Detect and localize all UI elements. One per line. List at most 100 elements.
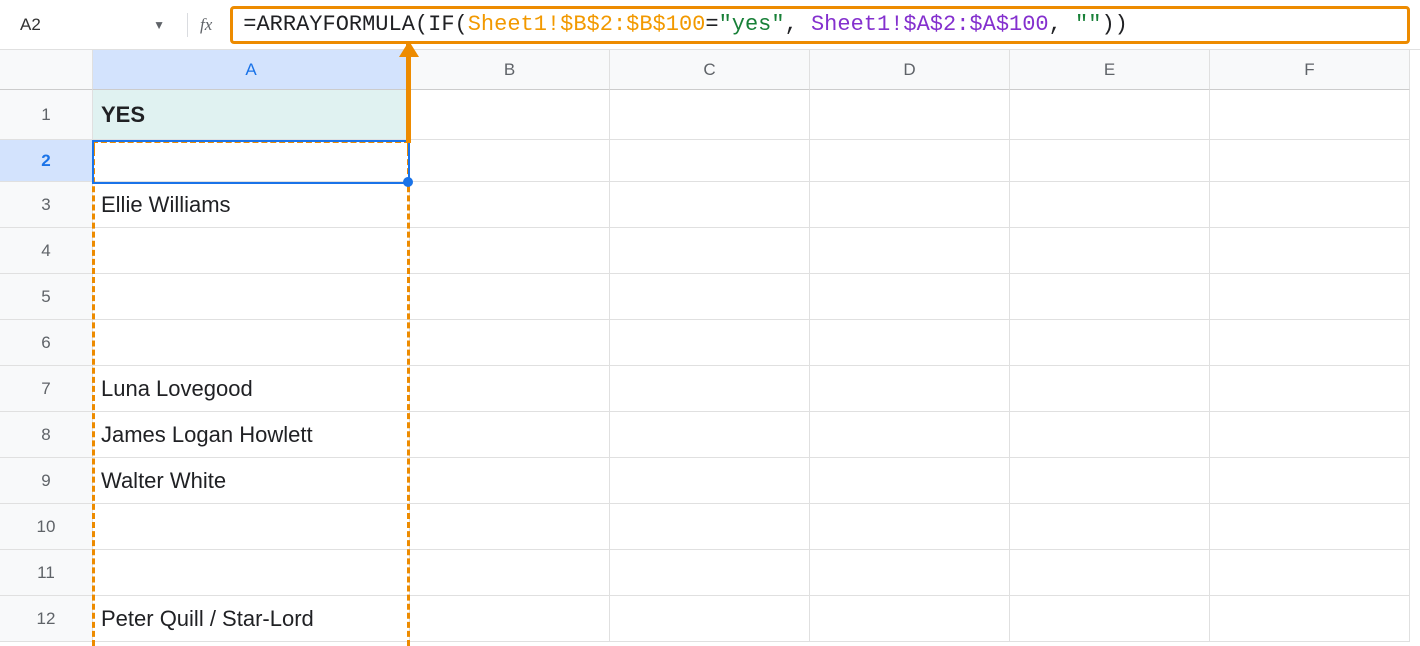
cell-c3[interactable] <box>610 182 810 228</box>
formula-input[interactable]: =ARRAYFORMULA(IF(Sheet1!$B$2:$B$100="yes… <box>230 6 1410 44</box>
cell-c2[interactable] <box>610 140 810 182</box>
formula-bar: A2 ▼ fx =ARRAYFORMULA(IF(Sheet1!$B$2:$B$… <box>0 0 1420 50</box>
cell-d6[interactable] <box>810 320 1010 366</box>
name-box-value: A2 <box>20 15 41 35</box>
divider <box>187 13 188 37</box>
cell-d9[interactable] <box>810 458 1010 504</box>
cell-b6[interactable] <box>410 320 610 366</box>
cell-c4[interactable] <box>610 228 810 274</box>
cell-f6[interactable] <box>1210 320 1410 366</box>
cell-d10[interactable] <box>810 504 1010 550</box>
cell-f10[interactable] <box>1210 504 1410 550</box>
spreadsheet-grid: ABCDEF 1YES23Ellie Williams4567Luna Love… <box>0 50 1420 646</box>
cell-f1[interactable] <box>1210 90 1410 140</box>
cell-c11[interactable] <box>610 550 810 596</box>
cell-b12[interactable] <box>410 596 610 642</box>
row-header-9[interactable]: 9 <box>0 458 93 504</box>
cell-e5[interactable] <box>1010 274 1210 320</box>
cell-a6[interactable] <box>93 320 410 366</box>
column-header-c[interactable]: C <box>610 50 810 90</box>
cell-d12[interactable] <box>810 596 1010 642</box>
cell-d2[interactable] <box>810 140 1010 182</box>
cell-d4[interactable] <box>810 228 1010 274</box>
row-header-4[interactable]: 4 <box>0 228 93 274</box>
cell-f12[interactable] <box>1210 596 1410 642</box>
cell-a3[interactable]: Ellie Williams <box>93 182 410 228</box>
cell-d1[interactable] <box>810 90 1010 140</box>
cell-f2[interactable] <box>1210 140 1410 182</box>
row-header-11[interactable]: 11 <box>0 550 93 596</box>
cell-d11[interactable] <box>810 550 1010 596</box>
cell-e10[interactable] <box>1010 504 1210 550</box>
cell-e7[interactable] <box>1010 366 1210 412</box>
cell-a9[interactable]: Walter White <box>93 458 410 504</box>
cell-b1[interactable] <box>410 90 610 140</box>
cell-d8[interactable] <box>810 412 1010 458</box>
column-header-a[interactable]: A <box>93 50 410 90</box>
cell-f5[interactable] <box>1210 274 1410 320</box>
cell-d5[interactable] <box>810 274 1010 320</box>
cell-d7[interactable] <box>810 366 1010 412</box>
cell-c10[interactable] <box>610 504 810 550</box>
cell-e12[interactable] <box>1010 596 1210 642</box>
cell-a8[interactable]: James Logan Howlett <box>93 412 410 458</box>
cell-c6[interactable] <box>610 320 810 366</box>
row-header-5[interactable]: 5 <box>0 274 93 320</box>
row-header-12[interactable]: 12 <box>0 596 93 642</box>
row-header-6[interactable]: 6 <box>0 320 93 366</box>
cell-c8[interactable] <box>610 412 810 458</box>
name-box[interactable]: A2 ▼ <box>10 8 175 42</box>
cell-a5[interactable] <box>93 274 410 320</box>
row-header-3[interactable]: 3 <box>0 182 93 228</box>
cell-e6[interactable] <box>1010 320 1210 366</box>
select-all-corner[interactable] <box>0 50 93 90</box>
name-box-dropdown-icon[interactable]: ▼ <box>153 18 165 32</box>
cell-f4[interactable] <box>1210 228 1410 274</box>
cell-a11[interactable] <box>93 550 410 596</box>
cell-a1[interactable]: YES <box>93 90 410 140</box>
cell-f7[interactable] <box>1210 366 1410 412</box>
cell-f3[interactable] <box>1210 182 1410 228</box>
cell-a10[interactable] <box>93 504 410 550</box>
column-header-e[interactable]: E <box>1010 50 1210 90</box>
cell-b9[interactable] <box>410 458 610 504</box>
row-header-1[interactable]: 1 <box>0 90 93 140</box>
cell-e11[interactable] <box>1010 550 1210 596</box>
cell-a4[interactable] <box>93 228 410 274</box>
cell-a2[interactable] <box>93 140 410 182</box>
cell-d3[interactable] <box>810 182 1010 228</box>
cell-b11[interactable] <box>410 550 610 596</box>
cell-b4[interactable] <box>410 228 610 274</box>
cell-e8[interactable] <box>1010 412 1210 458</box>
cell-e3[interactable] <box>1010 182 1210 228</box>
cell-c5[interactable] <box>610 274 810 320</box>
cell-e4[interactable] <box>1010 228 1210 274</box>
cell-f11[interactable] <box>1210 550 1410 596</box>
cell-a12[interactable]: Peter Quill / Star-Lord <box>93 596 410 642</box>
row-header-2[interactable]: 2 <box>0 140 93 182</box>
cell-b3[interactable] <box>410 182 610 228</box>
cell-e9[interactable] <box>1010 458 1210 504</box>
column-header-f[interactable]: F <box>1210 50 1410 90</box>
row-header-10[interactable]: 10 <box>0 504 93 550</box>
cell-b2[interactable] <box>410 140 610 182</box>
cell-b7[interactable] <box>410 366 610 412</box>
cell-c12[interactable] <box>610 596 810 642</box>
cell-b5[interactable] <box>410 274 610 320</box>
cell-f8[interactable] <box>1210 412 1410 458</box>
cell-e1[interactable] <box>1010 90 1210 140</box>
cell-c9[interactable] <box>610 458 810 504</box>
cell-c7[interactable] <box>610 366 810 412</box>
row-header-8[interactable]: 8 <box>0 412 93 458</box>
fx-icon: fx <box>200 15 212 35</box>
cell-c1[interactable] <box>610 90 810 140</box>
cell-a7[interactable]: Luna Lovegood <box>93 366 410 412</box>
column-headers: ABCDEF <box>93 50 1410 90</box>
cell-f9[interactable] <box>1210 458 1410 504</box>
cell-b8[interactable] <box>410 412 610 458</box>
column-header-b[interactable]: B <box>410 50 610 90</box>
cell-b10[interactable] <box>410 504 610 550</box>
column-header-d[interactable]: D <box>810 50 1010 90</box>
cell-e2[interactable] <box>1010 140 1210 182</box>
row-header-7[interactable]: 7 <box>0 366 93 412</box>
